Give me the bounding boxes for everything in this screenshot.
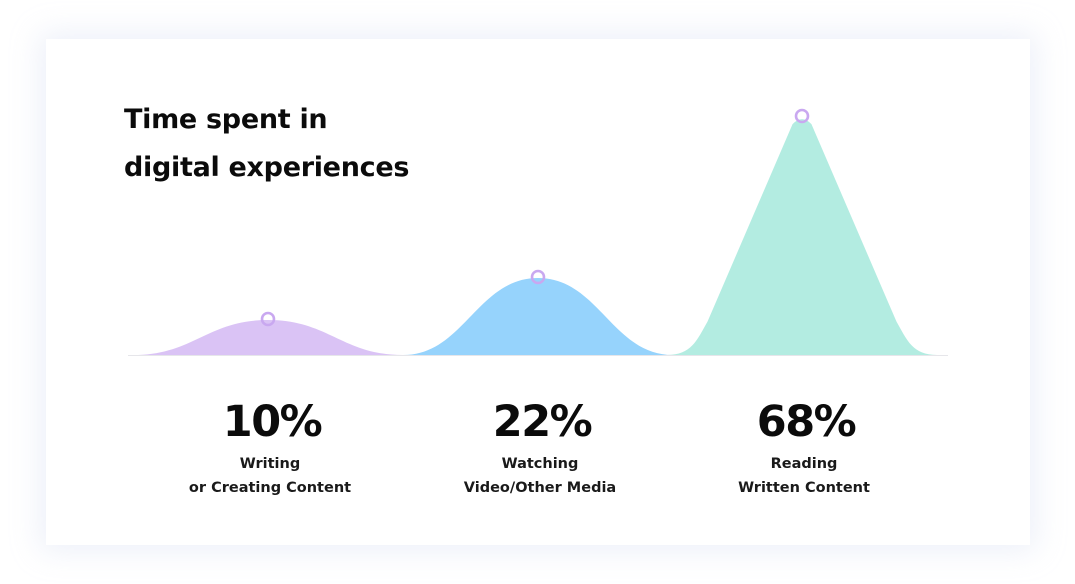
category-label-1-line-2: or Creating Content [189, 480, 351, 496]
category-label-3-line-1: Reading [771, 456, 838, 472]
value-label-1: 10% [223, 397, 322, 447]
peak-2 [403, 278, 673, 355]
peak-3 [667, 119, 937, 355]
peak-marker-2 [530, 269, 546, 285]
category-label-1-line-1: Writing [240, 456, 300, 472]
peak-marker-1 [260, 311, 276, 327]
value-label-2: 22% [493, 397, 592, 447]
chart-title-line-1: Time spent in [124, 104, 328, 135]
peak-marker-3 [794, 108, 810, 124]
category-label-2-line-2: Video/Other Media [464, 480, 616, 496]
chart-title: Time spent in digital experiences [124, 96, 409, 192]
value-label-3: 68% [757, 397, 856, 447]
peak-1 [133, 320, 403, 355]
category-label-2-line-1: Watching [502, 456, 579, 472]
category-label-3-line-2: Written Content [738, 480, 870, 496]
chart-title-line-2: digital experiences [124, 152, 410, 183]
